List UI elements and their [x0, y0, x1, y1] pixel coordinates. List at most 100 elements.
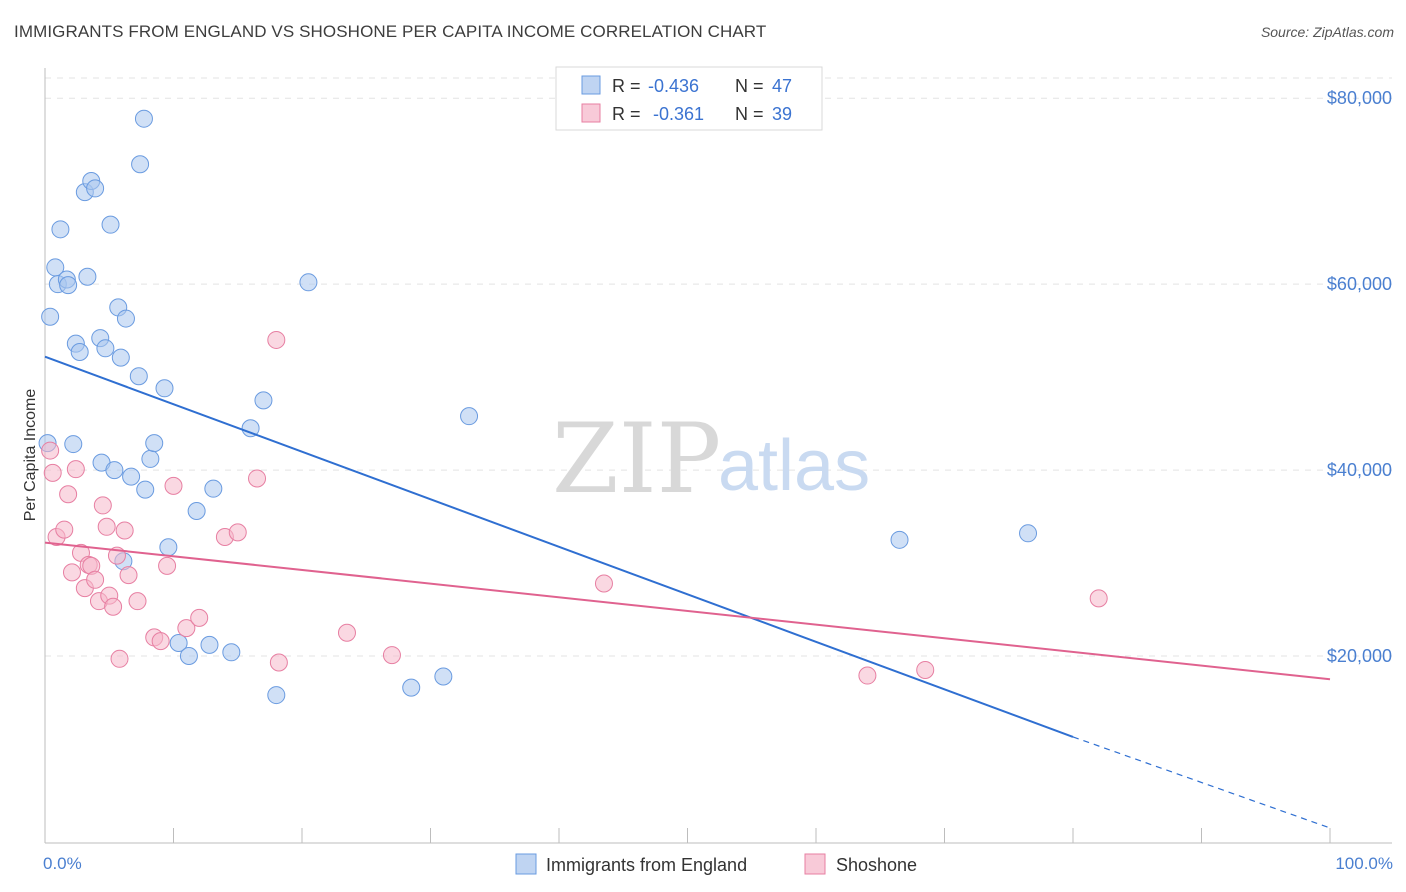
legend-swatch-england	[581, 75, 601, 95]
legend-r-label-shoshone: R =	[612, 104, 641, 124]
point-england-1	[41, 307, 60, 326]
point-england-46	[1019, 524, 1038, 543]
point-england-20	[111, 348, 130, 367]
point-england-36	[204, 479, 223, 498]
y-tick-label-40000: $40,000	[1327, 460, 1392, 480]
legend-swatch-shoshone	[581, 103, 601, 123]
point-england-16	[96, 339, 115, 358]
point-england-22	[116, 309, 135, 328]
legend-n-value-england: 47	[772, 76, 792, 96]
trend-line-england	[44, 355, 1074, 738]
point-england-43	[434, 667, 453, 686]
x-tick-label-min: 0.0%	[43, 854, 82, 873]
bottom-legend-swatch-england	[515, 853, 537, 875]
point-shoshone-23	[151, 632, 170, 651]
grid-lines	[45, 77, 1392, 657]
x-tick-label-max: 100.0%	[1335, 854, 1393, 873]
point-shoshone-3	[55, 520, 74, 539]
point-shoshone-30	[248, 469, 267, 488]
watermark: ZIP atlas	[552, 403, 870, 515]
point-england-24	[129, 367, 148, 386]
point-england-7	[64, 435, 83, 454]
bottom-legend-label-england: Immigrants from England	[546, 855, 747, 875]
point-shoshone-16	[104, 597, 123, 616]
point-england-4	[51, 220, 70, 239]
legend: R = -0.436 N = 47 R = -0.361 N = 39	[555, 66, 823, 131]
point-shoshone-0	[41, 441, 60, 460]
point-england-33	[179, 647, 198, 666]
point-england-37	[222, 643, 241, 662]
bottom-legend: Immigrants from England Shoshone	[515, 853, 917, 875]
trend-lines	[44, 355, 1331, 829]
point-shoshone-32	[269, 653, 288, 672]
point-shoshone-35	[858, 666, 877, 685]
point-shoshone-4	[59, 485, 78, 504]
watermark-atlas: atlas	[718, 426, 870, 506]
legend-n-label-shoshone: N =	[735, 104, 764, 124]
point-shoshone-33	[382, 646, 401, 665]
point-england-40	[267, 686, 286, 705]
point-shoshone-31	[267, 330, 286, 349]
data-points	[38, 109, 1108, 705]
legend-n-value-shoshone: 39	[772, 104, 792, 124]
point-shoshone-20	[119, 566, 138, 585]
y-axis-label: Per Capita Income	[22, 389, 39, 522]
legend-r-label-england: R =	[612, 76, 641, 96]
point-england-17	[101, 215, 120, 234]
point-england-41	[299, 273, 318, 292]
point-shoshone-25	[164, 476, 183, 495]
point-shoshone-19	[115, 521, 134, 540]
y-tick-labels: $20,000 $40,000 $60,000 $80,000	[1327, 88, 1392, 666]
legend-r-value-shoshone: -0.361	[653, 104, 704, 124]
point-england-30	[155, 379, 174, 398]
point-england-25	[131, 155, 150, 174]
point-england-27	[136, 480, 155, 499]
bottom-legend-swatch-shoshone	[804, 853, 826, 875]
point-england-9	[70, 343, 89, 362]
legend-r-value-england: -0.436	[648, 76, 699, 96]
point-shoshone-6	[66, 460, 85, 479]
point-shoshone-27	[190, 608, 209, 627]
chart-title: IMMIGRANTS FROM ENGLAND VS SHOSHONE PER …	[14, 22, 767, 41]
point-shoshone-34	[594, 574, 613, 593]
point-shoshone-29	[228, 523, 247, 542]
y-tick-label-20000: $20,000	[1327, 646, 1392, 666]
point-shoshone-1	[43, 463, 62, 482]
point-england-29	[145, 434, 164, 453]
point-shoshone-37	[1089, 589, 1108, 608]
point-england-13	[86, 179, 105, 198]
point-england-38	[241, 419, 260, 438]
point-shoshone-36	[916, 660, 935, 679]
point-england-31	[159, 538, 178, 557]
point-england-39	[254, 391, 273, 410]
point-shoshone-24	[158, 556, 177, 575]
legend-n-label-england: N =	[735, 76, 764, 96]
point-shoshone-38	[337, 623, 356, 642]
point-england-44	[460, 407, 479, 426]
point-england-45	[890, 530, 909, 549]
point-shoshone-14	[97, 517, 116, 536]
point-england-6	[59, 276, 78, 295]
point-england-42	[402, 678, 421, 697]
bottom-legend-label-shoshone: Shoshone	[836, 855, 917, 875]
point-england-18	[105, 461, 124, 480]
point-shoshone-13	[93, 496, 112, 515]
trend-line-shoshone	[44, 541, 1331, 681]
trend-line-england-extension	[1072, 736, 1331, 829]
point-england-34	[187, 501, 206, 520]
point-shoshone-21	[128, 592, 147, 611]
source-label: Source: ZipAtlas.com	[1260, 24, 1394, 40]
point-shoshone-11	[86, 570, 105, 589]
point-england-35	[200, 635, 219, 654]
x-tick-labels: 0.0% 100.0%	[43, 854, 1393, 873]
point-england-32	[169, 634, 188, 653]
point-shoshone-18	[110, 649, 129, 668]
y-tick-label-80000: $80,000	[1327, 88, 1392, 108]
point-england-26	[134, 109, 153, 128]
watermark-zip: ZIP	[552, 403, 721, 515]
point-england-28	[141, 449, 160, 468]
point-england-23	[122, 467, 141, 486]
point-shoshone-26	[177, 619, 196, 638]
y-tick-label-60000: $60,000	[1327, 274, 1392, 294]
